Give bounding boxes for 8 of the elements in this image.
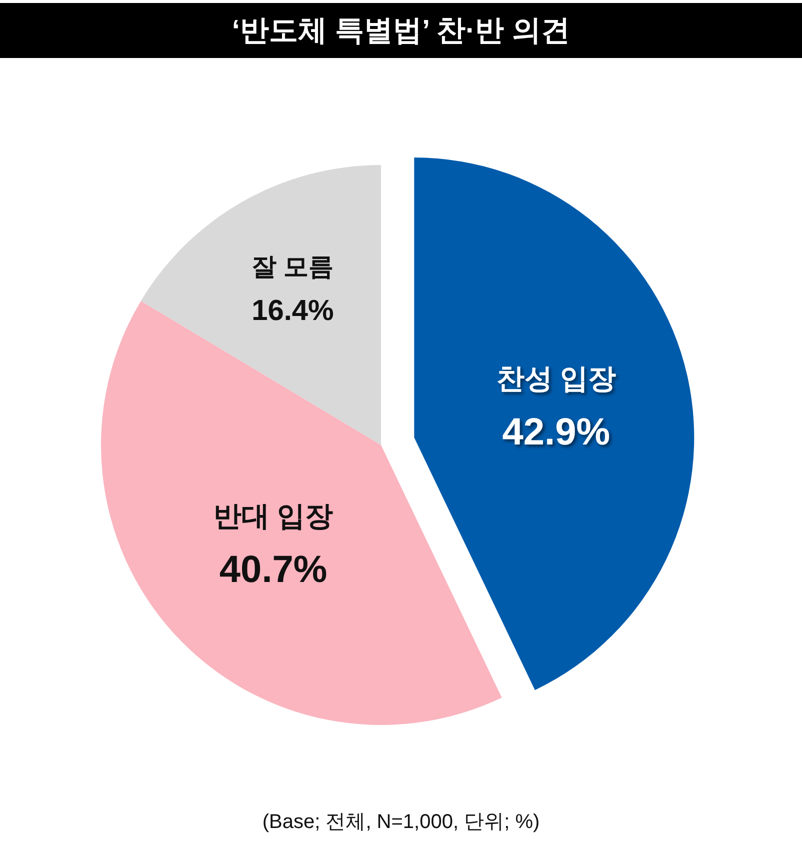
data-label: 42.9% xyxy=(502,411,610,454)
text: (Base; 전체, N=1,000, 단위; %) xyxy=(262,811,540,833)
slice-label: 찬성 입장 xyxy=(496,362,616,394)
slice-label: 반대 입장 xyxy=(213,500,334,532)
data-label: 40.7% xyxy=(219,548,328,591)
slice-label: 잘 모름 xyxy=(252,253,334,282)
data-label: 16.4% xyxy=(252,295,334,328)
chart-title: ‘반도체 특별법’ 찬·반 의견 xyxy=(232,15,570,47)
